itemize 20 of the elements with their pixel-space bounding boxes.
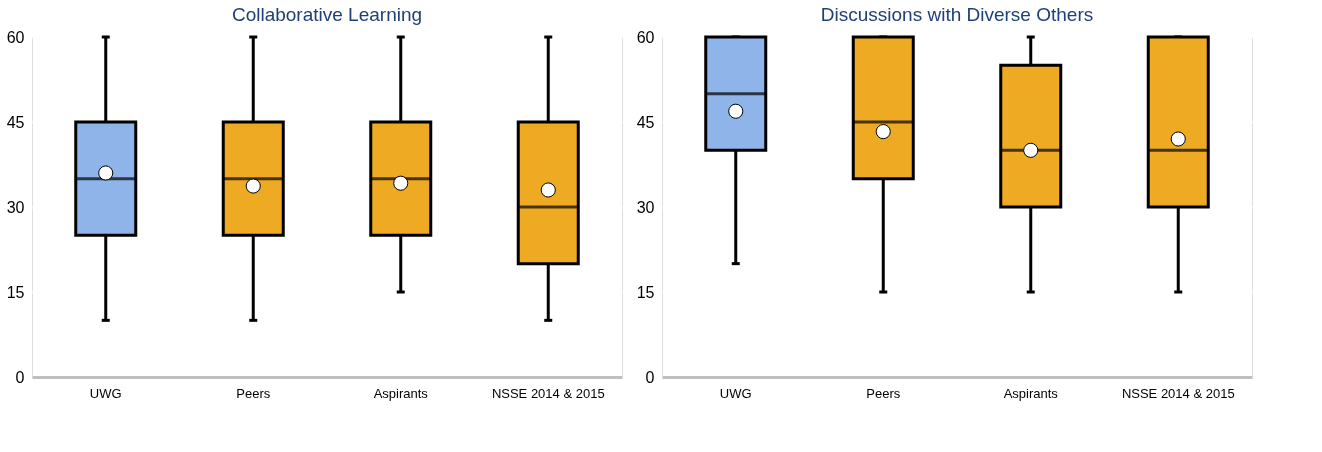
chart-title: Discussions with Diverse Others <box>820 4 1094 25</box>
x-tick-label: Aspirants <box>373 385 429 401</box>
x-tick-label: NSSE 2014 & 2015 <box>491 385 605 401</box>
y-tick-label: 0 <box>645 368 655 386</box>
y-tick-label: 60 <box>636 28 655 46</box>
y-tick-label: 15 <box>636 283 655 301</box>
y-tick-label: 45 <box>6 113 25 131</box>
x-tick-label: Peers <box>866 385 901 401</box>
y-tick-label: 60 <box>6 28 25 46</box>
y-tick-label: 30 <box>636 198 655 216</box>
x-tick-label: NSSE 2014 & 2015 <box>1121 385 1235 401</box>
y-tick-label: 45 <box>636 113 655 131</box>
y-tick-label: 0 <box>15 368 25 386</box>
x-tick-label: Peers <box>236 385 271 401</box>
chart-title: Collaborative Learning <box>231 4 423 25</box>
x-tick-label: UWG <box>89 385 122 401</box>
x-tick-label: UWG <box>719 385 752 401</box>
y-tick-label: 30 <box>6 198 25 216</box>
y-tick-label: 15 <box>6 283 25 301</box>
x-tick-label: Aspirants <box>1003 385 1059 401</box>
